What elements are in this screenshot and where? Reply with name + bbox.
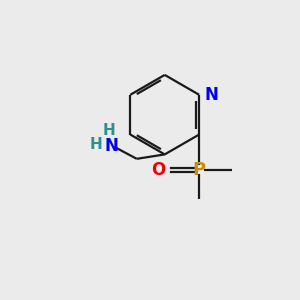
Text: O: O bbox=[151, 161, 165, 179]
Text: H: H bbox=[89, 136, 102, 152]
Text: H: H bbox=[102, 123, 115, 138]
Text: N: N bbox=[105, 136, 119, 154]
Text: P: P bbox=[193, 161, 206, 179]
Text: N: N bbox=[204, 86, 218, 104]
